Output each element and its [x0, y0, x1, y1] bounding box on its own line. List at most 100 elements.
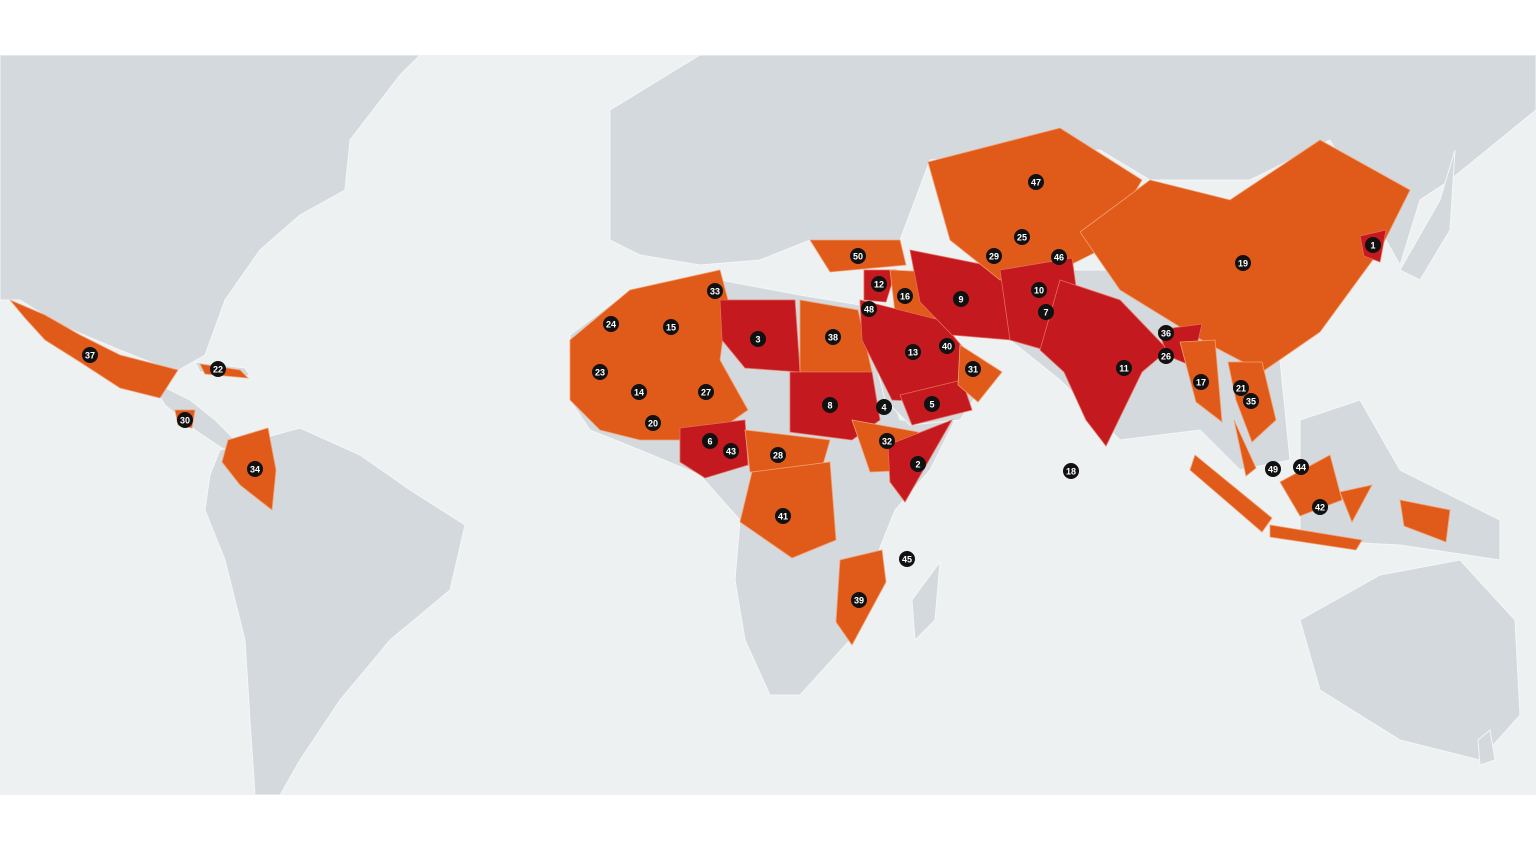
marker-circle: [707, 283, 723, 299]
rank-marker-3[interactable]: 3: [750, 331, 766, 347]
marker-circle: [851, 592, 867, 608]
land-new-zealand[interactable]: [1477, 729, 1496, 766]
marker-circle: [905, 344, 921, 360]
marker-label: 28: [773, 451, 783, 461]
marker-label: 2: [915, 460, 920, 470]
rank-marker-27[interactable]: 27: [698, 384, 714, 400]
marker-label: 11: [1119, 364, 1129, 374]
rank-marker-2[interactable]: 2: [910, 456, 926, 472]
rank-marker-29[interactable]: 29: [986, 248, 1002, 264]
marker-label: 23: [595, 368, 605, 378]
rank-marker-26[interactable]: 26: [1158, 348, 1174, 364]
rank-marker-35[interactable]: 35: [1243, 393, 1259, 409]
rank-marker-16[interactable]: 16: [897, 288, 913, 304]
rank-marker-5[interactable]: 5: [924, 396, 940, 412]
rank-marker-39[interactable]: 39: [851, 592, 867, 608]
marker-circle: [1031, 282, 1047, 298]
marker-label: 17: [1196, 378, 1206, 388]
country-sumatra[interactable]: [1189, 454, 1273, 533]
rank-marker-21[interactable]: 21: [1233, 380, 1249, 396]
marker-circle: [850, 248, 866, 264]
rank-marker-43[interactable]: 43: [723, 443, 739, 459]
rank-marker-28[interactable]: 28: [770, 447, 786, 463]
marker-label: 48: [864, 305, 874, 315]
rank-marker-10[interactable]: 10: [1031, 282, 1047, 298]
rank-marker-42[interactable]: 42: [1312, 499, 1328, 515]
rank-marker-32[interactable]: 32: [879, 433, 895, 449]
rank-marker-41[interactable]: 41: [775, 508, 791, 524]
marker-label: 26: [1161, 352, 1171, 362]
country-oman[interactable]: [957, 344, 1003, 403]
country-india[interactable]: [1039, 279, 1169, 447]
rank-marker-20[interactable]: 20: [645, 415, 661, 431]
rank-marker-48[interactable]: 48: [861, 301, 877, 317]
rank-marker-36[interactable]: 36: [1158, 325, 1174, 341]
marker-label: 38: [828, 333, 838, 343]
marker-label: 32: [882, 437, 892, 447]
marker-circle: [1038, 304, 1054, 320]
country-papua[interactable]: [1399, 499, 1451, 543]
marker-label: 15: [666, 323, 676, 333]
country-malaysia[interactable]: [1233, 419, 1257, 477]
rank-marker-9[interactable]: 9: [953, 291, 969, 307]
marker-circle: [1235, 255, 1251, 271]
rank-marker-17[interactable]: 17: [1193, 374, 1209, 390]
rank-marker-25[interactable]: 25: [1014, 229, 1030, 245]
marker-circle: [698, 384, 714, 400]
marker-label: 29: [989, 252, 999, 262]
marker-circle: [910, 456, 926, 472]
rank-marker-8[interactable]: 8: [822, 397, 838, 413]
rank-marker-12[interactable]: 12: [871, 276, 887, 292]
marker-circle: [1293, 459, 1309, 475]
rank-marker-13[interactable]: 13: [905, 344, 921, 360]
land-madagascar[interactable]: [911, 560, 941, 642]
marker-label: 21: [1236, 384, 1246, 394]
marker-label: 31: [968, 365, 978, 375]
land-south-america[interactable]: [204, 427, 466, 795]
rank-marker-22[interactable]: 22: [210, 361, 226, 377]
rank-marker-45[interactable]: 45: [899, 551, 915, 567]
rank-marker-30[interactable]: 30: [177, 412, 193, 428]
rank-marker-14[interactable]: 14: [631, 384, 647, 400]
rank-marker-11[interactable]: 11: [1116, 360, 1132, 376]
marker-label: 35: [1246, 397, 1256, 407]
country-nigeria[interactable]: [679, 419, 749, 479]
marker-label: 18: [1066, 467, 1076, 477]
rank-marker-4[interactable]: 4: [876, 399, 892, 415]
marker-label: 6: [707, 437, 712, 447]
country-sulawesi[interactable]: [1339, 484, 1373, 523]
rank-marker-23[interactable]: 23: [592, 364, 608, 380]
land-north-america[interactable]: [0, 55, 421, 373]
land-japan[interactable]: [1399, 149, 1456, 281]
land-australia[interactable]: [1299, 559, 1521, 761]
rank-marker-18[interactable]: 18: [1063, 463, 1079, 479]
rank-marker-33[interactable]: 33: [707, 283, 723, 299]
marker-circle: [1063, 463, 1079, 479]
marker-circle: [702, 433, 718, 449]
rank-marker-50[interactable]: 50: [850, 248, 866, 264]
marker-label: 33: [710, 287, 720, 297]
marker-circle: [953, 291, 969, 307]
marker-circle: [1158, 348, 1174, 364]
country-java[interactable]: [1269, 524, 1363, 551]
marker-circle: [1365, 237, 1381, 253]
rank-marker-37[interactable]: 37: [82, 347, 98, 363]
rank-marker-19[interactable]: 19: [1235, 255, 1251, 271]
rank-marker-24[interactable]: 24: [603, 316, 619, 332]
marker-label: 36: [1161, 329, 1171, 339]
marker-label: 43: [726, 447, 736, 457]
rank-marker-7[interactable]: 7: [1038, 304, 1054, 320]
rank-marker-49[interactable]: 49: [1265, 461, 1281, 477]
rank-marker-15[interactable]: 15: [663, 319, 679, 335]
rank-marker-31[interactable]: 31: [965, 361, 981, 377]
rank-marker-46[interactable]: 46: [1051, 249, 1067, 265]
marker-circle: [645, 415, 661, 431]
rank-marker-44[interactable]: 44: [1293, 459, 1309, 475]
rank-marker-38[interactable]: 38: [825, 329, 841, 345]
rank-marker-34[interactable]: 34: [247, 461, 263, 477]
rank-marker-6[interactable]: 6: [702, 433, 718, 449]
country-borneo[interactable]: [1279, 454, 1343, 517]
rank-marker-40[interactable]: 40: [939, 338, 955, 354]
rank-marker-47[interactable]: 47: [1028, 174, 1044, 190]
rank-marker-1[interactable]: 1: [1365, 237, 1381, 253]
